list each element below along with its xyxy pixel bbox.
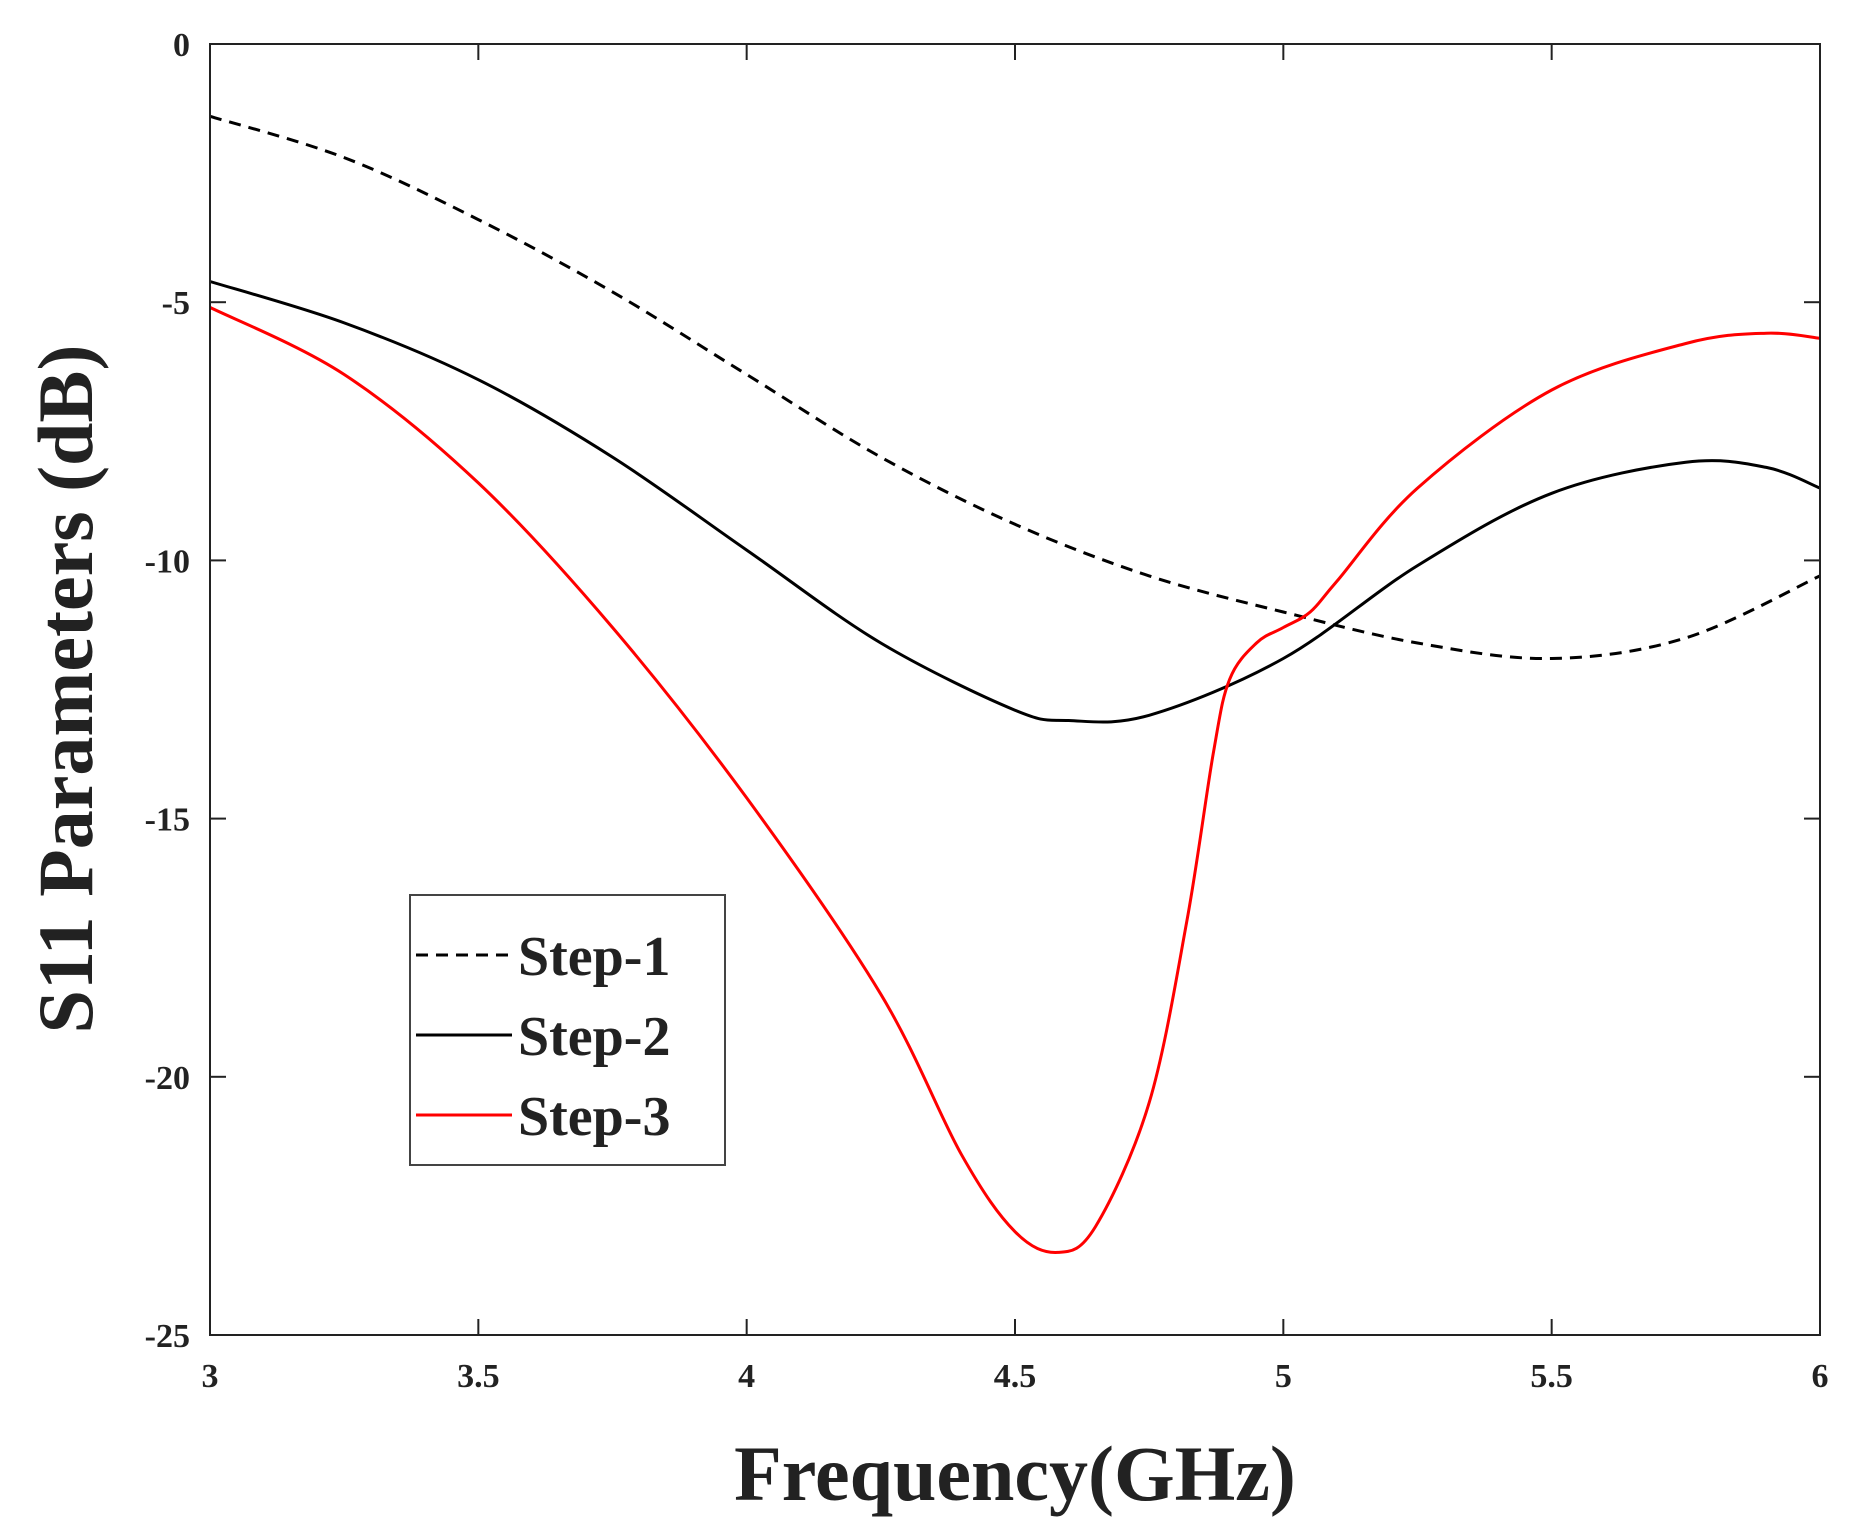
series-line-step-3 xyxy=(209,306,1821,1254)
legend-label-step-1: Step-1 xyxy=(518,926,670,988)
x-tick-label: 3 xyxy=(202,1358,219,1395)
x-tick-label: 6 xyxy=(1812,1358,1829,1395)
y-tick-label: 0 xyxy=(173,27,190,64)
series-line-step-1 xyxy=(209,114,1821,661)
y-tick-label: -20 xyxy=(145,1060,190,1097)
legend-box xyxy=(409,894,726,1166)
x-tick-label: 3.5 xyxy=(457,1358,500,1395)
series-layer xyxy=(209,114,1821,1254)
legend: Step-1 Step-2 Step-3 xyxy=(409,894,726,1166)
y-tick-label: -25 xyxy=(145,1318,190,1355)
y-tick-label: -5 xyxy=(162,285,190,322)
series-line-step-2 xyxy=(209,280,1821,724)
x-tick-label: 5.5 xyxy=(1530,1358,1573,1395)
tick-layer: 3 3.5 4 4.5 5 5.5 6 0 -5 -10 -15 -20 -25 xyxy=(145,27,1829,1395)
x-tick-label: 4.5 xyxy=(994,1358,1037,1395)
x-tick-label: 5 xyxy=(1275,1358,1292,1395)
x-axis-title: Frequency(GHz) xyxy=(734,1430,1296,1517)
y-tick-label: -15 xyxy=(145,802,190,839)
y-tick-label: -10 xyxy=(145,543,190,580)
y-axis-title: S11 Parameters (dB) xyxy=(22,345,109,1034)
legend-label-step-2: Step-2 xyxy=(518,1006,670,1068)
legend-label-step-3: Step-3 xyxy=(518,1086,670,1148)
x-tick-label: 4 xyxy=(738,1358,755,1395)
